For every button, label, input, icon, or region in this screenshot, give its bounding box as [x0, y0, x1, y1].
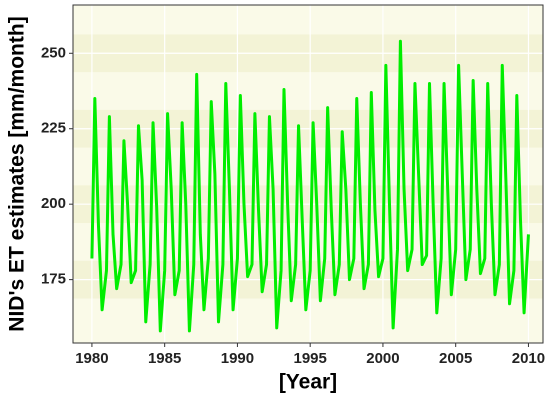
y-tick-label: 175 [41, 271, 66, 288]
x-tick-label: 1995 [293, 350, 326, 367]
x-tick-label: 2005 [439, 350, 472, 367]
x-tick-label: 2000 [366, 350, 399, 367]
data-line [90, 39, 530, 333]
x-tick-label: 1990 [221, 350, 254, 367]
y-tick-label: 200 [41, 195, 66, 212]
plot-border [72, 4, 544, 344]
x-axis-label: [Year] [279, 371, 337, 394]
y-tick-label: 225 [41, 120, 66, 137]
y-tick-label: 250 [41, 44, 66, 61]
y-axis-label: NID's ET estimates [mm/month] [6, 16, 29, 331]
x-tick-label: 2010 [512, 350, 545, 367]
x-tick-label: 1985 [148, 350, 181, 367]
x-tick-label: 1980 [75, 350, 108, 367]
